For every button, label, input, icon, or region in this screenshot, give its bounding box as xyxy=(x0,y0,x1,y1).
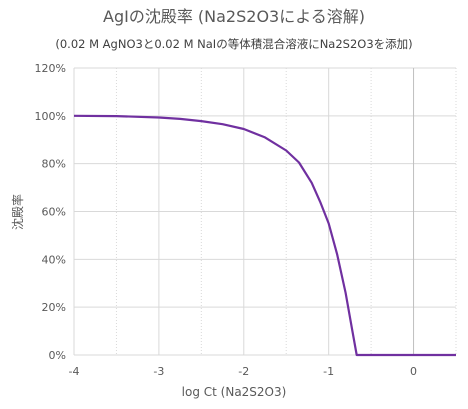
x-tick-label: -2 xyxy=(238,365,249,378)
y-tick-label: 0% xyxy=(49,349,66,362)
y-tick-label: 80% xyxy=(42,158,66,171)
y-axis-label: 沈殿率 xyxy=(10,194,25,230)
series-line xyxy=(73,114,456,357)
y-tick-label: 100% xyxy=(35,110,66,123)
x-tick-label: -4 xyxy=(69,365,80,378)
x-tick-labels: -4 -3 -2 -1 0 xyxy=(69,365,418,378)
y-tick-label: 40% xyxy=(42,253,66,266)
x-tick-label: -1 xyxy=(323,365,334,378)
y-tick-label: 20% xyxy=(42,301,66,314)
y-tick-labels: 0% 20% 40% 60% 80% 100% 120% xyxy=(35,62,66,362)
chart-subtitle: (0.02 M AgNO3と0.02 M NaIの等体積混合溶液にNa2S2O3… xyxy=(55,37,412,51)
gridlines xyxy=(73,67,457,356)
y-tick-label: 60% xyxy=(42,206,66,219)
x-axis-label: log Ct (Na2S2O3) xyxy=(182,385,287,399)
chart-title: AgIの沈殿率 (Na2S2O3による溶解) xyxy=(103,7,365,26)
x-tick-label: 0 xyxy=(410,365,417,378)
y-tick-label: 120% xyxy=(35,62,66,75)
x-tick-label: -3 xyxy=(153,365,164,378)
series-group xyxy=(73,114,456,357)
